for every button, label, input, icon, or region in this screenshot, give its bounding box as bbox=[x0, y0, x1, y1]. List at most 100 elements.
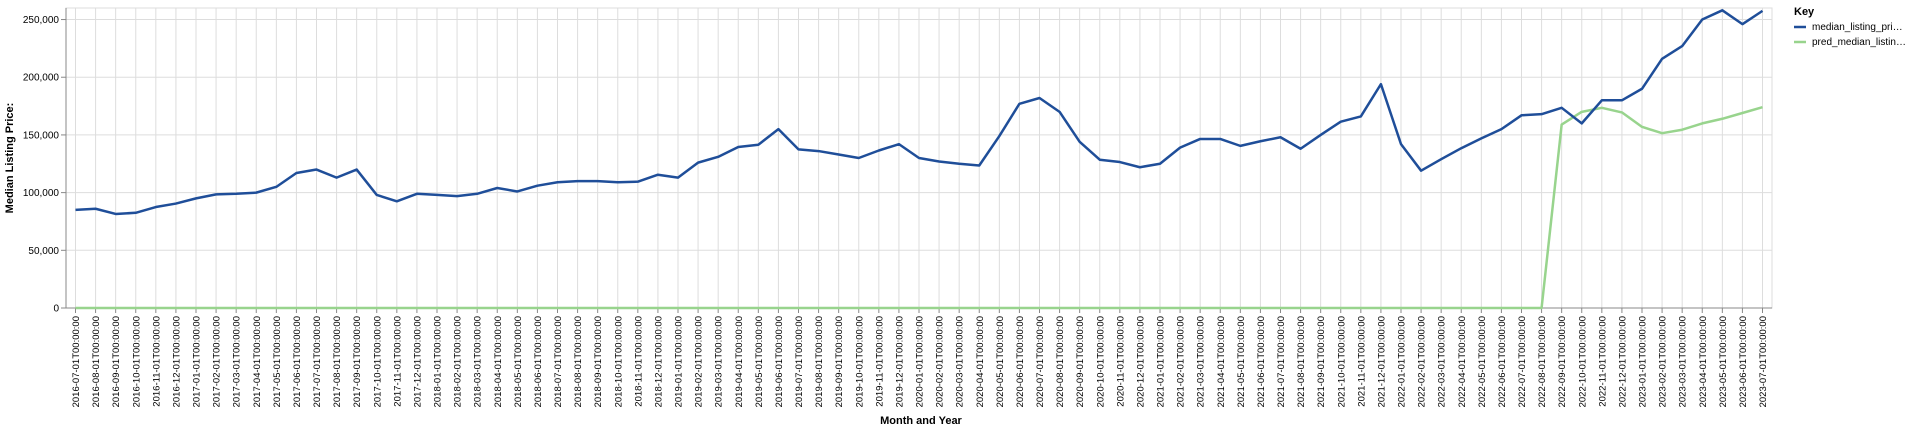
legend: Key median_listing_pri… pred_median_list… bbox=[1794, 6, 1906, 48]
y-tick-label: 100,000 bbox=[23, 188, 60, 199]
x-tick-label: 2017-06-01T00:00:00 bbox=[292, 316, 303, 407]
x-tick-label: 2016-07-01T00:00:00 bbox=[71, 316, 82, 407]
x-tick-label: 2020-03-01T00:00:00 bbox=[955, 316, 966, 407]
x-tick-label: 2021-04-01T00:00:00 bbox=[1216, 316, 1227, 407]
x-tick-label: 2021-08-01T00:00:00 bbox=[1296, 316, 1307, 407]
x-tick-label: 2022-06-01T00:00:00 bbox=[1497, 316, 1508, 407]
x-tick-label: 2019-06-01T00:00:00 bbox=[774, 316, 785, 407]
x-tick-label: 2017-08-01T00:00:00 bbox=[332, 316, 343, 407]
x-tick-label: 2019-10-01T00:00:00 bbox=[854, 316, 865, 407]
x-tick-label: 2022-12-01T00:00:00 bbox=[1617, 316, 1628, 407]
x-tick-label: 2020-01-01T00:00:00 bbox=[915, 316, 926, 407]
x-tick-label: 2016-11-01T00:00:00 bbox=[151, 316, 162, 407]
x-tick-label: 2018-04-01T00:00:00 bbox=[493, 316, 504, 407]
x-tick-label: 2021-07-01T00:00:00 bbox=[1276, 316, 1287, 407]
x-tick-label: 2017-02-01T00:00:00 bbox=[212, 316, 223, 407]
x-tick-label: 2018-02-01T00:00:00 bbox=[453, 316, 464, 407]
legend-label-pred-median-listing-price: pred_median_listin… bbox=[1812, 37, 1906, 48]
x-tick-label: 2019-03-01T00:00:00 bbox=[714, 316, 725, 407]
x-tick-label: 2021-09-01T00:00:00 bbox=[1316, 316, 1327, 407]
x-tick-label: 2022-11-01T00:00:00 bbox=[1597, 316, 1608, 407]
x-tick-label: 2023-02-01T00:00:00 bbox=[1658, 316, 1669, 407]
x-tick-label: 2021-02-01T00:00:00 bbox=[1176, 316, 1187, 407]
x-tick-label: 2022-09-01T00:00:00 bbox=[1557, 316, 1568, 407]
x-tick-label: 2017-09-01T00:00:00 bbox=[352, 316, 363, 407]
x-tick-label: 2023-04-01T00:00:00 bbox=[1698, 316, 1709, 407]
x-tick-label: 2020-09-01T00:00:00 bbox=[1075, 316, 1086, 407]
x-tick-label: 2018-12-01T00:00:00 bbox=[653, 316, 664, 407]
x-tick-label: 2018-11-01T00:00:00 bbox=[633, 316, 644, 407]
x-tick-label: 2018-10-01T00:00:00 bbox=[613, 316, 624, 407]
x-tick-label: 2019-12-01T00:00:00 bbox=[894, 316, 905, 407]
x-tick-label: 2020-04-01T00:00:00 bbox=[975, 316, 986, 407]
x-tick-label: 2022-08-01T00:00:00 bbox=[1537, 316, 1548, 407]
x-tick-label: 2020-10-01T00:00:00 bbox=[1095, 316, 1106, 407]
x-tick-label: 2020-12-01T00:00:00 bbox=[1135, 316, 1146, 407]
y-tick-label: 50,000 bbox=[28, 246, 59, 257]
y-tick-label: 200,000 bbox=[23, 73, 60, 84]
y-axis: 0 50,000 100,000 150,000 200,000 250,000 bbox=[23, 8, 67, 315]
x-tick-label: 2023-07-01T00:00:00 bbox=[1758, 316, 1769, 407]
x-tick-label: 2016-09-01T00:00:00 bbox=[111, 316, 122, 407]
x-tick-label: 2021-10-01T00:00:00 bbox=[1336, 316, 1347, 407]
x-tick-label: 2018-05-01T00:00:00 bbox=[513, 316, 524, 407]
x-tick-label: 2020-05-01T00:00:00 bbox=[995, 316, 1006, 407]
x-tick-label: 2019-11-01T00:00:00 bbox=[874, 316, 885, 407]
x-tick-label: 2021-03-01T00:00:00 bbox=[1196, 316, 1207, 407]
x-tick-label: 2023-03-01T00:00:00 bbox=[1678, 316, 1689, 407]
x-tick-label: 2018-09-01T00:00:00 bbox=[593, 316, 604, 407]
x-tick-label: 2019-09-01T00:00:00 bbox=[834, 316, 845, 407]
series-line-median-listing-price bbox=[75, 9, 1764, 216]
legend-label-median-listing-price: median_listing_pri… bbox=[1812, 22, 1903, 33]
x-tick-label: 2017-12-01T00:00:00 bbox=[412, 316, 423, 407]
x-tick-label: 2019-08-01T00:00:00 bbox=[814, 316, 825, 407]
x-tick-label: 2022-05-01T00:00:00 bbox=[1477, 316, 1488, 407]
x-tick-label: 2021-05-01T00:00:00 bbox=[1236, 316, 1247, 407]
x-tick-label: 2018-07-01T00:00:00 bbox=[553, 316, 564, 407]
y-tick-label: 150,000 bbox=[23, 130, 60, 141]
x-tick-label: 2023-05-01T00:00:00 bbox=[1718, 316, 1729, 407]
x-axis: 2016-07-01T00:00:00 2016-08-01T00:00:00 20… bbox=[66, 307, 1772, 407]
x-tick-label: 2020-02-01T00:00:00 bbox=[935, 316, 946, 407]
x-tick-label: 2019-02-01T00:00:00 bbox=[694, 316, 705, 407]
x-axis-title: Month and Year bbox=[880, 415, 962, 427]
x-tick-label: 2016-12-01T00:00:00 bbox=[171, 316, 182, 407]
x-tick-label: 2021-01-01T00:00:00 bbox=[1156, 316, 1167, 407]
x-tick-label: 2023-06-01T00:00:00 bbox=[1738, 316, 1749, 407]
y-tick-label: 0 bbox=[53, 304, 59, 315]
x-tick-label: 2016-10-01T00:00:00 bbox=[131, 316, 142, 407]
x-tick-label: 2018-06-01T00:00:00 bbox=[533, 316, 544, 407]
x-tick-label: 2023-01-01T00:00:00 bbox=[1638, 316, 1649, 407]
x-tick-label: 2022-10-01T00:00:00 bbox=[1577, 316, 1588, 407]
x-tick-label: 2018-01-01T00:00:00 bbox=[433, 316, 444, 407]
x-tick-label: 2021-11-01T00:00:00 bbox=[1356, 316, 1367, 407]
x-tick-label: 2019-05-01T00:00:00 bbox=[754, 316, 765, 407]
x-tick-label: 2020-11-01T00:00:00 bbox=[1115, 316, 1126, 407]
x-tick-label: 2020-07-01T00:00:00 bbox=[1035, 316, 1046, 407]
x-tick-label: 2017-04-01T00:00:00 bbox=[252, 316, 263, 407]
x-tick-label: 2018-08-01T00:00:00 bbox=[573, 316, 584, 407]
series-line-pred-median-listing-price bbox=[75, 106, 1763, 310]
x-tick-label: 2017-07-01T00:00:00 bbox=[312, 316, 323, 407]
x-tick-label: 2019-07-01T00:00:00 bbox=[794, 316, 805, 407]
x-tick-label: 2017-05-01T00:00:00 bbox=[272, 316, 283, 407]
x-tick-label: 2021-06-01T00:00:00 bbox=[1256, 316, 1267, 407]
x-tick-label: 2020-06-01T00:00:00 bbox=[1015, 316, 1026, 407]
x-tick-label: 2019-01-01T00:00:00 bbox=[674, 316, 685, 407]
series-lines bbox=[75, 9, 1764, 310]
x-tick-label: 2022-07-01T00:00:00 bbox=[1517, 316, 1528, 407]
y-tick-label: 250,000 bbox=[23, 15, 60, 26]
x-tick-label: 2020-08-01T00:00:00 bbox=[1055, 316, 1066, 407]
x-tick-label: 2019-04-01T00:00:00 bbox=[734, 316, 745, 407]
x-tick-label: 2022-03-01T00:00:00 bbox=[1437, 316, 1448, 407]
x-tick-label: 2022-01-01T00:00:00 bbox=[1397, 316, 1408, 407]
x-tick-label: 2021-12-01T00:00:00 bbox=[1376, 316, 1387, 407]
x-tick-label: 2018-03-01T00:00:00 bbox=[473, 316, 484, 407]
legend-title: Key bbox=[1794, 6, 1815, 18]
y-axis-title: Median Listing Price: bbox=[4, 103, 16, 214]
x-tick-label: 2017-10-01T00:00:00 bbox=[372, 316, 383, 407]
x-tick-label: 2022-04-01T00:00:00 bbox=[1457, 316, 1468, 407]
x-tick-label: 2017-01-01T00:00:00 bbox=[192, 316, 203, 407]
x-tick-label: 2022-02-01T00:00:00 bbox=[1417, 316, 1428, 407]
